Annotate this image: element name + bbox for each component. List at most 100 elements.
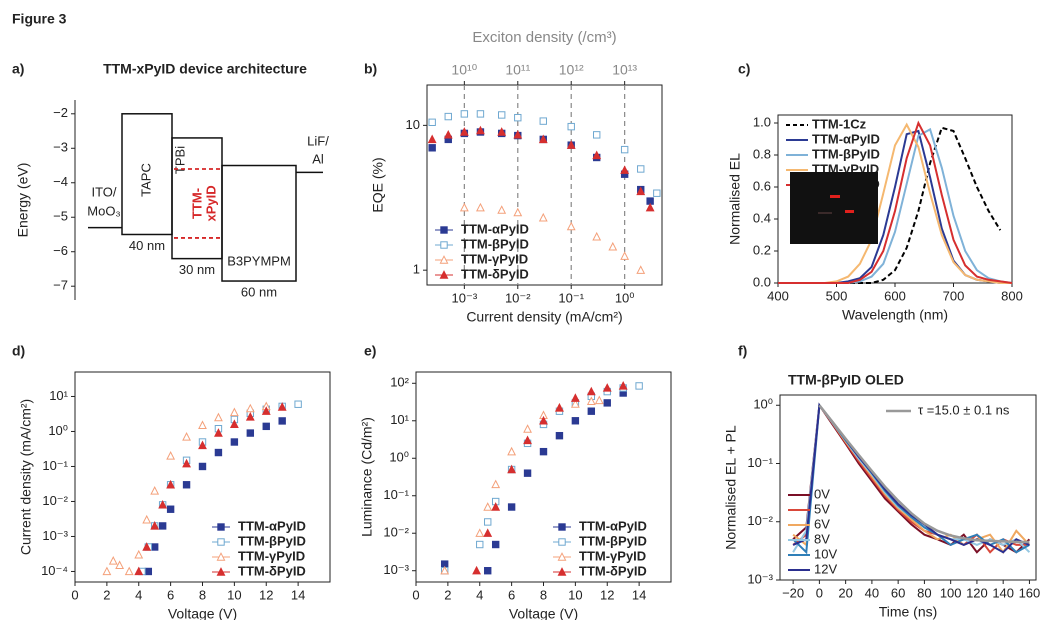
data-point xyxy=(507,464,517,474)
legend-marker xyxy=(216,552,226,561)
data-point xyxy=(158,499,168,509)
data-point xyxy=(124,566,134,576)
layer-box xyxy=(221,164,297,282)
layer-thickness: 30 nm xyxy=(179,262,215,277)
data-point xyxy=(539,447,548,456)
legend-label: TTM-βPyID xyxy=(579,533,647,548)
legend-label: TTM-1Cz xyxy=(812,116,867,131)
data-point xyxy=(460,110,469,118)
data-point xyxy=(134,566,144,576)
y-axis-label: EQE (%) xyxy=(370,157,386,212)
top-tick-label: 10¹⁰ xyxy=(451,62,477,78)
legend-label: TTM-δPyID xyxy=(238,563,306,578)
data-point xyxy=(586,396,596,406)
x-tick-label: 700 xyxy=(943,288,965,303)
data-point xyxy=(182,458,191,468)
top-axis-label: Exciton density (/cm³) xyxy=(472,29,616,46)
data-point xyxy=(115,560,125,570)
y-axis-label: Current density (mA/cm²) xyxy=(18,399,34,555)
panel-label: e) xyxy=(364,343,376,359)
legend-label: TTM-αPyID xyxy=(461,221,529,236)
x-tick-label: 10⁻² xyxy=(505,290,531,305)
data-point xyxy=(459,127,469,136)
data-point xyxy=(635,382,643,390)
inset-photo xyxy=(790,172,878,244)
data-point xyxy=(198,420,207,430)
legend-marker xyxy=(216,567,226,576)
legend-label: TTM-αPyID xyxy=(812,131,880,146)
x-tick-label: 6 xyxy=(508,587,515,602)
data-point xyxy=(144,567,153,576)
data-point xyxy=(166,505,175,513)
panel-label: b) xyxy=(364,61,377,77)
data-point xyxy=(566,221,576,231)
x-tick-label: 14 xyxy=(291,587,305,602)
data-point xyxy=(507,446,517,456)
y-axis-label: Normalised EL + PL xyxy=(723,425,739,550)
emitter-name: xPyID xyxy=(203,185,218,221)
x-tick-label: −20 xyxy=(782,585,804,600)
data-point xyxy=(459,202,469,212)
y-axis-label: Energy (eV) xyxy=(15,163,31,238)
legend-label: 0V xyxy=(814,486,830,501)
data-point xyxy=(570,393,580,402)
x-tick-label: 20 xyxy=(838,585,852,600)
data-point xyxy=(166,479,176,489)
data-point xyxy=(514,113,522,122)
data-point xyxy=(593,131,601,139)
data-point xyxy=(570,399,580,408)
data-point xyxy=(484,518,492,526)
panel-label: a) xyxy=(12,61,24,77)
data-point xyxy=(108,556,118,565)
x-tick-label: 8 xyxy=(199,587,206,602)
data-point xyxy=(142,514,152,524)
y-tick-label: 10⁻¹ xyxy=(747,455,773,470)
data-point xyxy=(636,265,646,274)
legend-label: 8V xyxy=(814,531,830,546)
layer-thickness: 40 nm xyxy=(129,238,165,253)
data-point xyxy=(483,528,493,537)
legend-label: TTM-βPyID xyxy=(238,533,306,548)
y-tick-label: −7 xyxy=(53,278,68,293)
data-point xyxy=(618,381,628,390)
y-tick-label: 10⁰ xyxy=(389,450,409,465)
legend-label: 6V xyxy=(814,516,830,531)
legend-marker xyxy=(558,538,566,546)
data-line xyxy=(778,120,1013,284)
data-point xyxy=(571,417,580,425)
layer-name: Al xyxy=(312,151,324,166)
data-point xyxy=(475,528,485,537)
x-tick-label: 40 xyxy=(865,585,879,600)
data-point xyxy=(246,429,255,437)
legend-marker xyxy=(439,270,449,279)
data-point xyxy=(555,403,564,412)
legend-marker xyxy=(439,255,449,264)
x-tick-label: 100 xyxy=(940,585,962,600)
plot-frame xyxy=(779,394,1037,581)
x-tick-label: 12 xyxy=(259,587,273,602)
chart-title: TTM-βPyID OLED xyxy=(788,372,904,388)
data-point xyxy=(483,502,493,511)
data-point xyxy=(602,383,612,392)
x-axis-label: Wavelength (nm) xyxy=(842,307,948,323)
legend-marker xyxy=(217,523,225,531)
layer-name: ITO/ xyxy=(91,184,116,199)
panel-label: f) xyxy=(738,343,747,359)
legend-label: 10V xyxy=(814,546,837,561)
data-point xyxy=(245,403,255,413)
panel-label: d) xyxy=(12,343,25,359)
legend-label: 12V xyxy=(814,561,837,576)
x-tick-label: 400 xyxy=(767,288,789,303)
data-point xyxy=(653,189,661,197)
y-tick-label: 10⁻² xyxy=(383,525,409,540)
legend-marker xyxy=(440,241,448,249)
x-tick-label: 160 xyxy=(1019,585,1041,600)
x-tick-label: 8 xyxy=(540,587,547,602)
data-point xyxy=(214,448,223,457)
x-tick-label: 140 xyxy=(992,585,1014,600)
data-point xyxy=(513,207,523,217)
y-tick-label: 10⁰ xyxy=(48,423,68,438)
data-point xyxy=(443,129,453,139)
legend-label: TTM-δPyID xyxy=(461,266,529,281)
y-tick-label: 10⁻³ xyxy=(42,528,68,543)
